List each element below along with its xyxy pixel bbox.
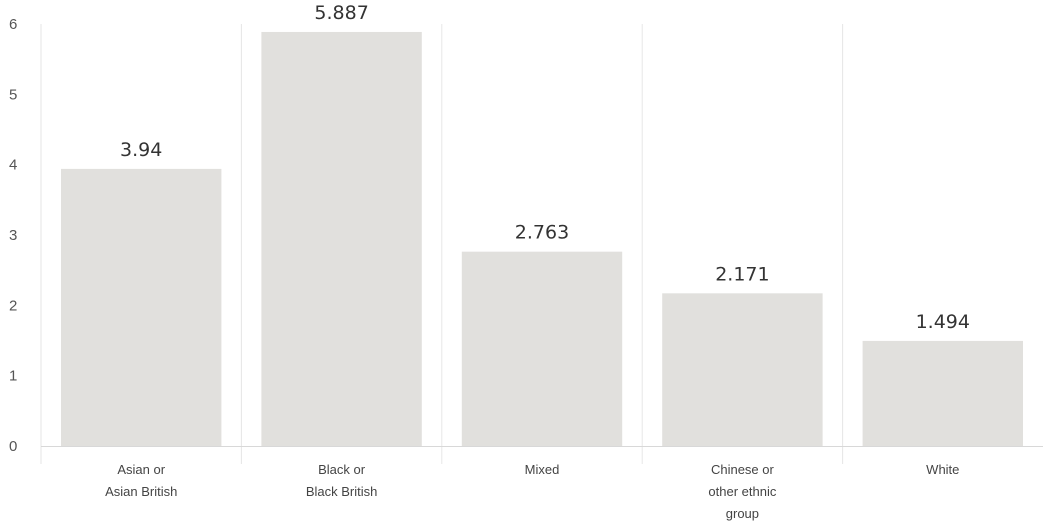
bar [261,31,422,447]
x-tick-label: White [926,462,959,477]
value-label: 3.94 [120,139,162,161]
x-axis: Asian or Asian British Black or Black Briti… [41,446,1043,521]
bar [61,168,222,447]
x-tick-label: Black or Black British [306,462,378,499]
x-tick-label: Mixed [525,462,560,477]
y-tick-label: 3 [9,227,17,244]
bar [662,293,823,446]
bar [862,340,1023,446]
bars [61,31,1023,447]
y-tick-label: 1 [9,368,17,385]
x-tick-label: Chinese or other ethnic group [708,462,776,521]
category-dividers [40,24,844,464]
y-axis: 0 1 2 3 4 5 6 [9,16,17,455]
bar [461,251,623,446]
x-tick-label: Asian or Asian British [105,462,177,499]
y-tick-label: 5 [9,86,17,103]
y-tick-label: 6 [9,16,17,33]
value-label: 2.763 [515,222,569,244]
value-label: 1.494 [916,311,970,333]
value-label: 5.887 [314,2,368,24]
y-tick-label: 4 [9,157,17,174]
value-labels: 3.94 5.887 2.763 2.171 1.494 [120,2,970,333]
value-label: 2.171 [715,263,769,285]
y-tick-label: 2 [9,297,17,314]
y-tick-label: 0 [9,438,17,455]
